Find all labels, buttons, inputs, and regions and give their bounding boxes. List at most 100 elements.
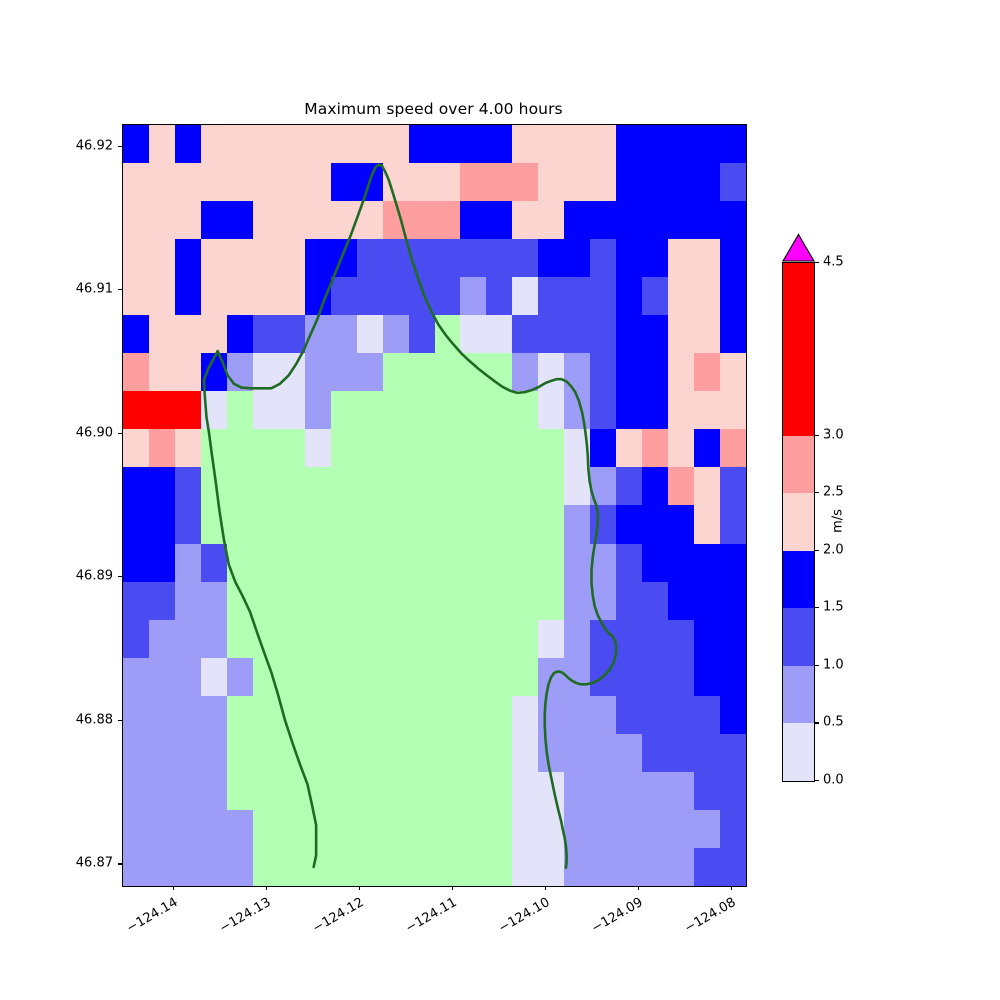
heatmap-cell — [304, 619, 331, 658]
heatmap-cell — [486, 619, 513, 658]
heatmap-cell — [382, 505, 409, 544]
heatmap-cell — [668, 315, 695, 354]
heatmap-cell — [200, 771, 227, 810]
heatmap-cell — [538, 809, 565, 848]
heatmap-cell — [408, 771, 435, 810]
heatmap-cell — [564, 125, 591, 164]
heatmap-cell — [252, 315, 279, 354]
heatmap-plot-area[interactable] — [122, 124, 747, 887]
x-axis-tick-mark — [173, 886, 175, 890]
heatmap-cell — [512, 277, 539, 316]
heatmap-cell — [382, 809, 409, 848]
heatmap-cell — [123, 163, 149, 202]
heatmap-cell — [330, 201, 357, 240]
colorbar-tick-mark — [814, 780, 819, 782]
heatmap-cell — [304, 125, 331, 164]
heatmap-cell — [512, 125, 539, 164]
heatmap-cell — [252, 847, 279, 886]
heatmap-cell — [304, 505, 331, 544]
y-axis-tick-mark — [118, 145, 122, 147]
heatmap-cell — [123, 771, 149, 810]
heatmap-cell — [538, 657, 565, 696]
heatmap-cell — [330, 467, 357, 506]
heatmap-cell — [174, 315, 201, 354]
heatmap-cell — [616, 353, 643, 392]
heatmap-cell — [278, 771, 305, 810]
heatmap-cell — [434, 277, 461, 316]
heatmap-cell — [252, 619, 279, 658]
y-axis-tick-mark — [118, 576, 122, 578]
heatmap-cell — [720, 125, 746, 164]
colorbar[interactable] — [782, 262, 815, 782]
heatmap-cell — [564, 239, 591, 278]
heatmap-cell — [668, 771, 695, 810]
heatmap-cell — [200, 315, 227, 354]
heatmap-cell — [538, 125, 565, 164]
heatmap-cell — [382, 543, 409, 582]
heatmap-cell — [330, 581, 357, 620]
heatmap-cell — [720, 163, 746, 202]
heatmap-cell — [460, 543, 487, 582]
heatmap-cell — [694, 391, 721, 430]
heatmap-cell — [123, 239, 149, 278]
heatmap-cell — [642, 505, 669, 544]
heatmap-cell — [538, 201, 565, 240]
heatmap-cell — [148, 239, 175, 278]
heatmap-cell — [512, 429, 539, 468]
heatmap-cell — [642, 809, 669, 848]
heatmap-cell — [694, 695, 721, 734]
heatmap-cell — [278, 733, 305, 772]
heatmap-cell — [356, 657, 383, 696]
heatmap-cell — [278, 315, 305, 354]
heatmap-cell — [356, 505, 383, 544]
heatmap-cell — [616, 277, 643, 316]
heatmap-cell — [668, 429, 695, 468]
heatmap-cell — [590, 391, 617, 430]
heatmap-cell — [226, 543, 253, 582]
heatmap-cell — [564, 277, 591, 316]
x-axis-tick-label: −124.14 — [124, 895, 181, 937]
heatmap-cell — [408, 353, 435, 392]
heatmap-cell — [486, 505, 513, 544]
heatmap-cell — [616, 505, 643, 544]
heatmap-cell — [200, 201, 227, 240]
heatmap-cell — [486, 581, 513, 620]
heatmap-cell — [486, 809, 513, 848]
heatmap-cell — [512, 201, 539, 240]
colorbar-axis-label: m/s — [830, 509, 846, 533]
heatmap-cell — [694, 353, 721, 392]
heatmap-cell — [564, 505, 591, 544]
heatmap-cell — [356, 163, 383, 202]
heatmap-cell — [200, 467, 227, 506]
heatmap-cell — [512, 163, 539, 202]
heatmap-cell — [123, 733, 149, 772]
x-axis-tick-label: −124.11 — [403, 895, 460, 937]
heatmap-cell — [226, 429, 253, 468]
heatmap-cell — [226, 733, 253, 772]
heatmap-cell — [616, 125, 643, 164]
heatmap-cell — [720, 771, 746, 810]
heatmap-cell — [382, 733, 409, 772]
colorbar-tick-label: 1.5 — [823, 599, 844, 615]
heatmap-cell — [304, 163, 331, 202]
colorbar-tick-mark — [814, 722, 819, 724]
heatmap-cell — [148, 391, 175, 430]
heatmap-cell — [564, 619, 591, 658]
x-axis-tick-label: −124.13 — [217, 895, 274, 937]
heatmap-cell — [148, 163, 175, 202]
heatmap-cell — [694, 201, 721, 240]
heatmap-cell — [382, 201, 409, 240]
heatmap-cell — [460, 657, 487, 696]
heatmap-cell — [590, 771, 617, 810]
colorbar-tick-mark — [814, 262, 819, 264]
heatmap-cell — [200, 543, 227, 582]
heatmap-cell — [408, 125, 435, 164]
heatmap-cell — [460, 695, 487, 734]
heatmap-cell — [226, 163, 253, 202]
heatmap-cell — [356, 809, 383, 848]
heatmap-cell — [590, 619, 617, 658]
heatmap-cell — [304, 733, 331, 772]
heatmap-cell — [434, 505, 461, 544]
heatmap-cell — [564, 429, 591, 468]
heatmap-cell — [356, 733, 383, 772]
